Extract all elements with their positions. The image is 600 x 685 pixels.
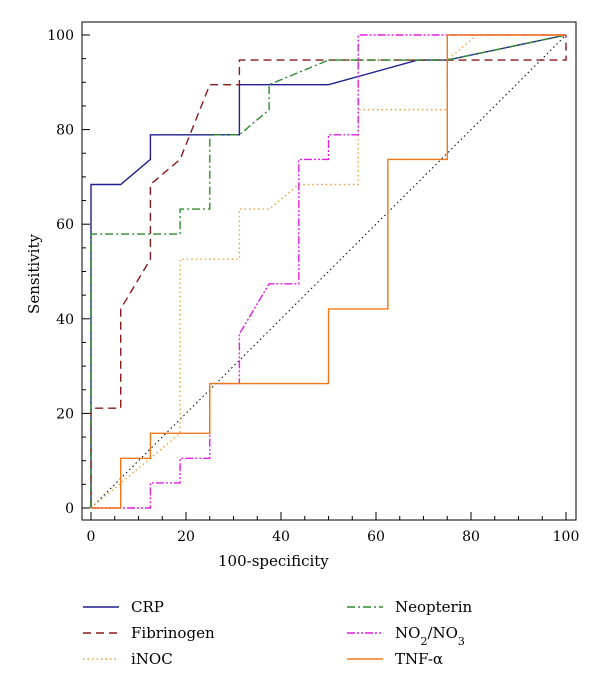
major-ticks (82, 34, 567, 520)
y-axis-title: Sensitivity (25, 234, 43, 314)
minor-ticks (82, 58, 543, 520)
series-line-1 (90, 35, 567, 508)
plot-frame (81, 21, 577, 521)
x-axis-title: 100-specificity (218, 552, 329, 570)
y-tick-label: 80 (56, 123, 74, 139)
legend-label-4: NO2/NO3 (395, 624, 465, 648)
legend-label-0: CRP (131, 598, 164, 616)
x-tick-label: 40 (272, 529, 290, 545)
legend: CRP Fibrinogen iNOC Neopterin NO2/NO3 TNF-α (83, 598, 473, 668)
y-tick-label: 60 (56, 217, 74, 233)
series-line-5 (91, 34, 566, 509)
legend-label-3: Neopterin (395, 598, 473, 616)
y-tick-label: 40 (56, 312, 74, 328)
legend-label-1: Fibrinogen (131, 624, 215, 642)
y-tick-label: 20 (56, 406, 74, 422)
y-tick-label: 100 (47, 28, 74, 44)
x-tick-label: 100 (553, 529, 580, 545)
legend-label-2: iNOC (131, 650, 173, 668)
y-tick-label: 0 (65, 501, 74, 517)
x-tick-label: 0 (87, 529, 96, 545)
x-tick-label: 60 (367, 529, 385, 545)
x-tick-label: 20 (177, 529, 195, 545)
y-tick-labels: 0 20 40 60 80 100 (47, 28, 74, 517)
series-lines (90, 34, 567, 509)
series-line-3 (90, 34, 567, 508)
x-tick-labels: 0 20 40 60 80 100 (87, 529, 580, 545)
legend-label-5: TNF-α (395, 650, 443, 668)
reference-diagonal-line (90, 34, 567, 509)
x-tick-label: 80 (462, 529, 480, 545)
series-line-4 (91, 34, 566, 509)
